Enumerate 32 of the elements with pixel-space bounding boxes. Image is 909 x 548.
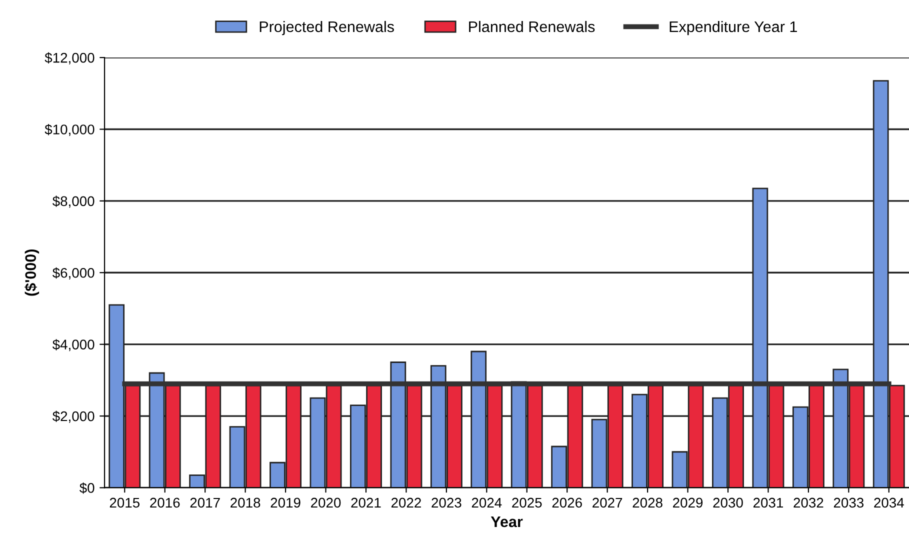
- x-tick-label: 2032: [794, 498, 824, 508]
- x-tick-label: 2033: [834, 498, 864, 508]
- x-tick-label: 2029: [673, 498, 703, 508]
- x-tick-label: 2018: [230, 498, 260, 508]
- y-tick-label: $8,000: [52, 196, 94, 208]
- x-tick-label: 2026: [552, 498, 582, 508]
- x-axis-title: Year: [490, 516, 523, 528]
- y-tick-label: $6,000: [52, 267, 94, 280]
- legend-label: Projected Renewals: [260, 20, 394, 36]
- x-tick-label: 2022: [391, 498, 421, 508]
- x-tick-label: 2019: [270, 498, 300, 508]
- legend-label: Expenditure Year 1: [670, 20, 797, 36]
- x-tick-label: 2025: [512, 498, 542, 508]
- x-tick-label: 2031: [753, 498, 783, 508]
- x-tick-label: 2023: [432, 498, 462, 508]
- x-tick-label: 2030: [713, 498, 743, 508]
- x-tick-label: 2015: [110, 498, 140, 508]
- x-tick-label: 2017: [190, 498, 220, 508]
- x-tick-label: 2027: [592, 498, 622, 508]
- y-tick-label: $10,000: [44, 124, 94, 136]
- y-axis-title: ($'000): [24, 249, 40, 296]
- x-tick-label: 2021: [351, 498, 381, 508]
- x-tick-label: 2024: [472, 498, 502, 508]
- x-tick-label: 2020: [311, 498, 341, 508]
- x-tick-label: 2016: [150, 498, 180, 508]
- y-tick-label: $12,000: [44, 52, 94, 64]
- y-tick-label: $2,000: [52, 410, 94, 423]
- y-tick-label: $0: [80, 482, 94, 494]
- y-tick-label: $4,000: [52, 339, 94, 352]
- legend-label: Planned Renewals: [469, 20, 595, 32]
- x-tick-label: 2034: [874, 498, 904, 508]
- x-tick-label: 2028: [632, 498, 662, 508]
